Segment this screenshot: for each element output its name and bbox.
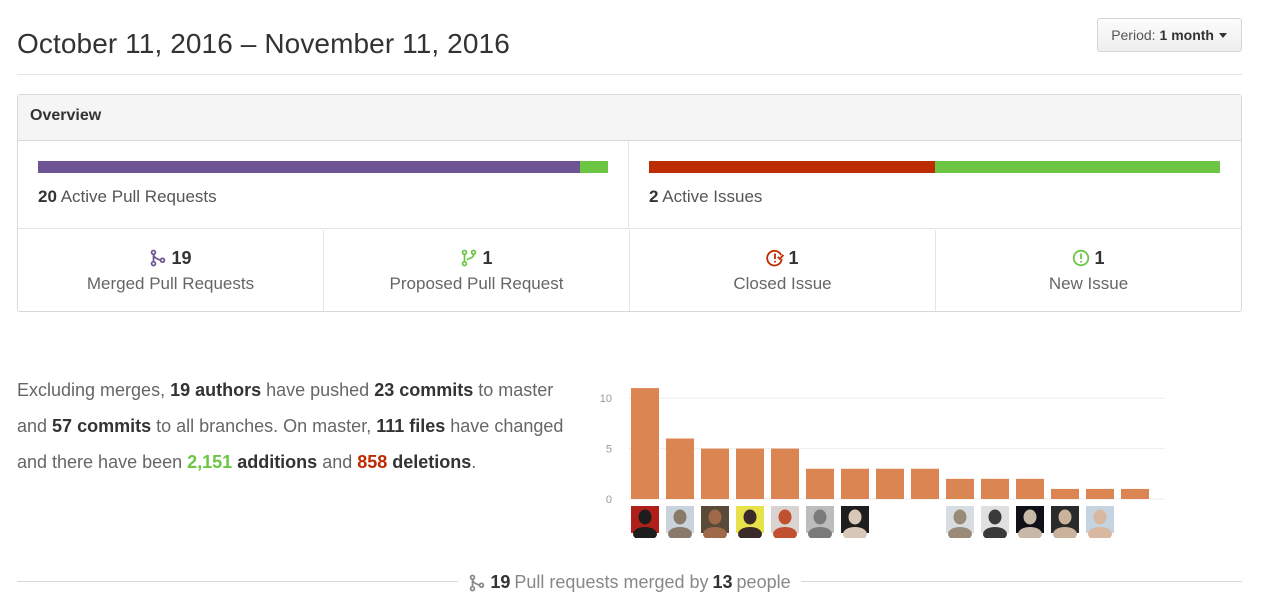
merged-pr-count: 19 [171, 247, 192, 268]
all-branches-commits-count: 57 commits [52, 416, 152, 436]
divider-line [800, 581, 1242, 582]
summary-text: and [317, 452, 358, 472]
new-issues-segment [934, 161, 1220, 173]
merged-pr-total: 19 [490, 572, 511, 592]
commit-bar-8[interactable] [876, 468, 904, 499]
period-value: 1 month [1159, 27, 1214, 43]
people-count: 13 [712, 572, 733, 592]
commit-bar-1[interactable] [631, 388, 659, 499]
active-issues-text: 2 Active Issues [649, 187, 762, 207]
summary-text: to all branches. On master, [151, 416, 377, 436]
merged-pull-requests-stat[interactable]: 19 Merged Pull Requests [18, 230, 324, 311]
y-tick-label: 10 [600, 393, 612, 405]
merged-pr-segment [38, 161, 580, 173]
period-header: October 11, 2016 – November 11, 2016 Per… [17, 18, 1242, 75]
issues-ratio-bar [649, 161, 1220, 173]
divider-line [17, 581, 459, 582]
summary-text: have pushed [261, 380, 375, 400]
pull-requests-ratio-bar [38, 161, 608, 173]
avatar-contributor-1[interactable] [631, 506, 659, 538]
avatar-contributor-11[interactable] [1051, 506, 1079, 538]
avatar-contributor-12[interactable] [1086, 506, 1114, 538]
closed-issue-count: 1 [788, 247, 799, 268]
new-issue-count: 1 [1094, 247, 1105, 268]
summary-text: have changed and there have been [17, 416, 564, 472]
proposed-pull-request-stat[interactable]: 1 Proposed Pull Request [324, 230, 630, 311]
closed-issue-stat[interactable]: 1 Closed Issue [630, 230, 936, 311]
overview-summary-row: 20 Active Pull Requests 2 Active Issues [18, 141, 1241, 229]
proposed-pr-count: 1 [482, 247, 493, 268]
active-pull-requests-summary[interactable]: 20 Active Pull Requests [18, 141, 629, 229]
overview-title: Overview [18, 95, 1241, 141]
avatar-contributor-10[interactable] [1016, 506, 1044, 538]
deletions-count: 858 [357, 452, 388, 472]
git-pull-request-icon [462, 249, 477, 267]
y-tick-label: 0 [606, 494, 612, 506]
active-pr-count: 20 [38, 187, 57, 206]
commit-bar-5[interactable] [771, 448, 799, 499]
active-pull-requests-text: 20 Active Pull Requests [38, 187, 217, 207]
avatar-contributor-6[interactable] [806, 506, 834, 538]
date-range-title: October 11, 2016 – November 11, 2016 [17, 28, 510, 59]
additions-label: additions [232, 452, 318, 472]
issue-closed-icon [766, 249, 785, 267]
master-commits-count: 23 commits [374, 380, 474, 400]
avatar-contributor-9[interactable] [981, 506, 1009, 538]
y-tick-label: 5 [606, 444, 612, 456]
commit-bar-13[interactable] [1051, 488, 1079, 499]
deletions-label: deletions [387, 452, 472, 472]
commit-bar-15[interactable] [1121, 488, 1149, 499]
commit-bar-10[interactable] [946, 478, 974, 499]
commit-bar-9[interactable] [911, 468, 939, 499]
avatar-contributor-4[interactable] [736, 506, 764, 538]
summary-text: Excluding merges, [17, 380, 171, 400]
period-select-button[interactable]: Period: 1 month [1097, 18, 1242, 52]
commit-bar-11[interactable] [981, 478, 1009, 499]
merged-pr-divider: 19 Pull requests merged by 13 people [17, 568, 1242, 598]
footer-text: people [736, 572, 791, 592]
closed-issue-label: Closed Issue [733, 274, 832, 293]
merged-pr-summary: 19 Pull requests merged by 13 people [17, 572, 1242, 597]
avatar-contributor-3[interactable] [701, 506, 729, 538]
closed-issues-segment [649, 161, 935, 173]
issue-opened-icon [1073, 249, 1090, 267]
avatar-contributor-5[interactable] [771, 506, 799, 538]
merged-pr-label: Merged Pull Requests [86, 274, 255, 293]
active-pr-label: Active Pull Requests [60, 187, 217, 206]
commit-bar-7[interactable] [841, 468, 869, 499]
avatar-contributor-2[interactable] [666, 506, 694, 538]
active-issues-summary[interactable]: 2 Active Issues [629, 141, 1241, 229]
period-prefix: Period: [1111, 27, 1156, 43]
active-issue-label: Active Issues [662, 187, 763, 206]
files-changed-count: 111 files [376, 416, 446, 436]
avatar-contributor-8[interactable] [946, 506, 974, 538]
proposed-pr-segment [579, 161, 608, 173]
summary-text: . [471, 452, 477, 472]
git-merge-icon [151, 249, 166, 267]
additions-count: 2,151 [187, 452, 233, 472]
footer-text: Pull requests merged by [514, 572, 709, 592]
commit-bar-4[interactable] [736, 448, 764, 499]
overview-stats-row: 19 Merged Pull Requests 1 Proposed Pull … [18, 230, 1241, 311]
proposed-pr-label: Proposed Pull Request [389, 274, 564, 293]
new-issue-label: New Issue [1048, 274, 1129, 293]
summary-text: to master and [17, 380, 554, 436]
overview-panel: Overview 20 Active Pull Requests 2 Activ… [17, 94, 1242, 312]
git-merge-icon [470, 574, 485, 591]
commit-bar-3[interactable] [701, 448, 729, 499]
avatar-contributor-7[interactable] [841, 506, 869, 538]
commits-per-author-chart: 0 5 10 [600, 388, 1165, 538]
commit-bar-2[interactable] [666, 438, 694, 500]
commit-bar-14[interactable] [1086, 488, 1114, 499]
commit-bar-6[interactable] [806, 468, 834, 499]
new-issue-stat[interactable]: 1 New Issue [936, 230, 1241, 311]
commits-summary: Excluding merges, 19 authors have pushed… [17, 372, 577, 480]
active-issue-count: 2 [649, 187, 659, 206]
caret-down-icon [1219, 32, 1227, 38]
authors-count: 19 authors [170, 380, 262, 400]
commit-bar-12[interactable] [1016, 478, 1044, 499]
